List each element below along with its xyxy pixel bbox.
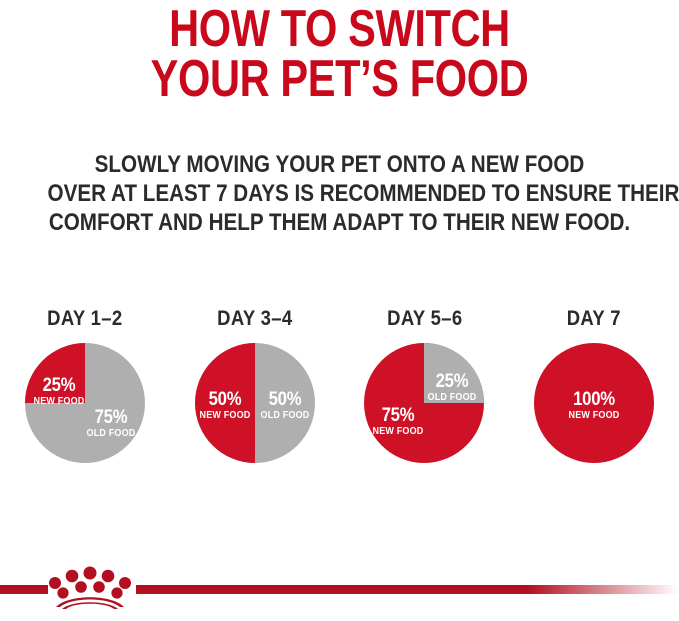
- pie-cell-day-5-6: DAY 5–6 25% OLD FOOD 75% NEW FOOD: [344, 308, 504, 464]
- footer-rule-right: [136, 585, 679, 594]
- subtitle-line-1: SLOWLY MOVING YOUR PET ONTO A NEW FOOD: [94, 151, 585, 178]
- pie-chart-day-7: 100% NEW FOOD: [533, 342, 655, 464]
- subtitle-line-3: COMFORT AND HELP THEM ADAPT TO THEIR NEW…: [48, 209, 631, 236]
- pie-cell-day-7: DAY 7 100% NEW FOOD: [514, 308, 674, 464]
- title-line-1: HOW TO SWITCH: [169, 0, 510, 58]
- day-label-3: DAY 5–6: [386, 307, 463, 330]
- subtitle-line-2: OVER AT LEAST 7 DAYS IS RECOMMENDED TO E…: [47, 180, 679, 207]
- subtitle: SLOWLY MOVING YOUR PET ONTO A NEW FOOD O…: [0, 150, 679, 237]
- footer-rule-left: [0, 585, 48, 594]
- pie-cell-day-3-4: DAY 3–4 50% NEW FOOD 50% OLD FOOD: [175, 308, 335, 464]
- pie-slice-new-food: [534, 343, 655, 463]
- page-title: HOW TO SWITCH YOUR PET’S FOOD: [0, 0, 679, 108]
- day-label-4: DAY 7: [567, 307, 622, 330]
- pie-cell-day-1-2: DAY 1–2 25% NEW FOOD 75% OLD FOOD: [5, 308, 165, 464]
- pie-chart-day-1-2: 25% NEW FOOD 75% OLD FOOD: [24, 342, 146, 464]
- footer: [0, 561, 679, 621]
- title-line-2: YOUR PET’S FOOD: [150, 50, 529, 108]
- day-label-1: DAY 1–2: [47, 307, 123, 330]
- day-label-2: DAY 3–4: [216, 307, 293, 330]
- pie-chart-row: DAY 1–2 25% NEW FOOD 75% OLD FOOD: [0, 308, 679, 488]
- pie-chart-day-5-6: 25% OLD FOOD 75% NEW FOOD: [363, 342, 485, 464]
- pie-slice-old-food: [424, 343, 485, 403]
- crown-icon: [46, 563, 134, 609]
- pie-slice-new-food: [24, 343, 85, 403]
- pie-slice-new-food: [194, 343, 255, 463]
- pie-chart-day-3-4: 50% NEW FOOD 50% OLD FOOD: [194, 342, 316, 464]
